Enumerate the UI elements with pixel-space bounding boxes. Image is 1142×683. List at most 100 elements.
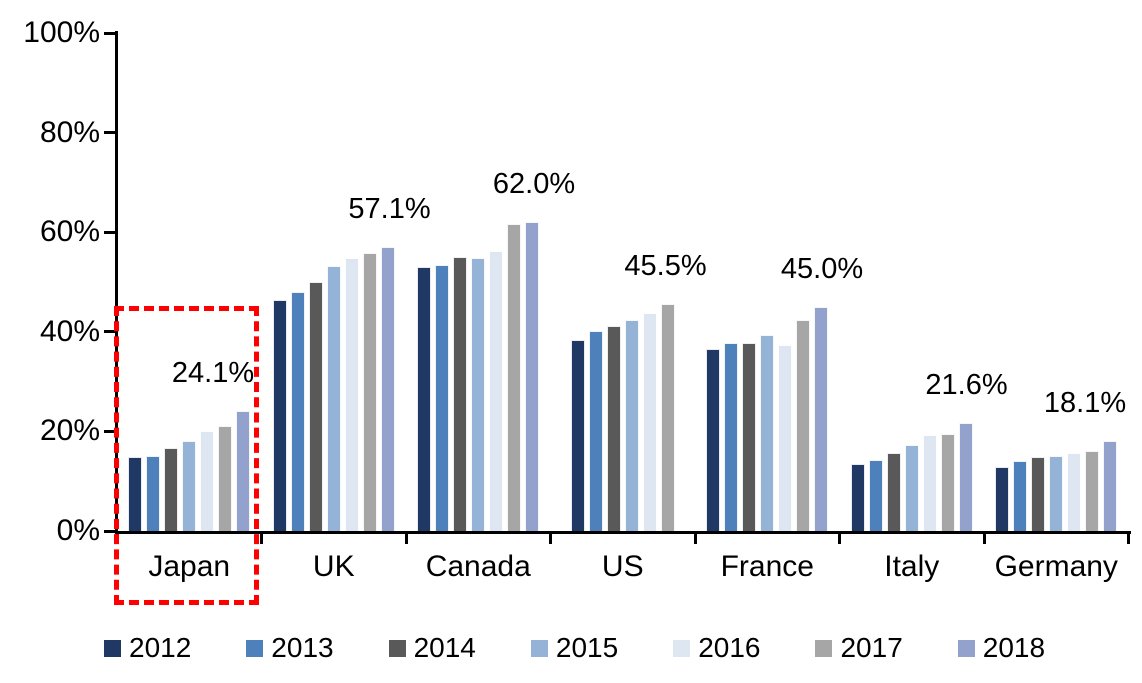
bar-2014-germany	[1031, 457, 1046, 531]
x-axis-label-us: US	[601, 550, 644, 583]
bar-2016-uk	[344, 257, 359, 531]
x-axis-line	[115, 531, 1131, 534]
legend-swatch-2018	[957, 639, 975, 657]
bar-2015-us	[624, 320, 639, 531]
bar-2017-us	[660, 304, 675, 531]
bar-2013-japan	[146, 455, 161, 531]
bar-2012-italy	[850, 464, 865, 531]
x-axis-tick	[693, 533, 697, 544]
bar-2018-japan	[236, 410, 251, 531]
bar-2016-france	[778, 344, 793, 531]
bar-group-uk	[262, 11, 407, 531]
legend-label-2013: 2013	[271, 632, 334, 663]
bar-2016-us	[642, 313, 657, 531]
data-label-canada: 62.0%	[492, 168, 576, 201]
legend-swatch-2016	[673, 639, 691, 657]
y-axis-tick-label: 60%	[39, 215, 100, 249]
x-axis-tick	[549, 533, 552, 544]
bar-2018-france	[814, 306, 829, 531]
x-axis-label-italy: Italy	[884, 550, 940, 583]
bar-2017-france	[796, 319, 811, 531]
bar-2017-italy	[940, 433, 955, 531]
x-axis-tick	[404, 533, 408, 544]
bar-group-italy	[840, 11, 985, 531]
y-axis-tick	[104, 330, 117, 334]
bar-group-canada	[406, 11, 551, 531]
y-axis-tick	[104, 529, 117, 533]
bar-2015-france	[760, 335, 775, 531]
x-axis-label-canada: Canada	[425, 550, 531, 583]
legend-label-2012: 2012	[129, 632, 192, 663]
y-axis-tick-label: 20%	[39, 414, 100, 448]
y-axis-tick-label: 40%	[39, 314, 100, 348]
bar-2018-germany	[1103, 440, 1118, 531]
y-axis-tick	[104, 31, 117, 35]
bar-2018-canada	[525, 222, 540, 531]
bar-group-france	[695, 11, 840, 531]
japan-highlight-box	[114, 306, 259, 605]
bar-2017-uk	[362, 252, 377, 531]
legend: 2012 2013 2014 2015 2016 2017 2018	[104, 631, 1045, 665]
y-axis-tick-label: 0%	[56, 514, 100, 547]
bar-2013-uk	[290, 291, 305, 531]
legend-label-2018: 2018	[982, 632, 1046, 663]
data-label-japan: 24.1%	[171, 356, 255, 389]
bar-2017-japan	[218, 425, 233, 531]
bar-2012-canada	[417, 266, 432, 531]
bar-2017-germany	[1085, 450, 1100, 531]
bar-2012-japan	[128, 456, 143, 531]
bar-2018-uk	[380, 246, 395, 531]
bar-2013-germany	[1013, 461, 1028, 531]
bar-2013-us	[588, 331, 603, 531]
bar-2012-uk	[272, 299, 287, 531]
bar-2015-canada	[471, 257, 486, 531]
x-axis-tick	[1127, 533, 1130, 544]
bar-2013-italy	[868, 459, 883, 531]
bar-group-germany	[984, 11, 1129, 531]
bar-2012-germany	[995, 467, 1010, 531]
data-label-uk: 57.1%	[348, 192, 431, 225]
legend-swatch-2017	[815, 639, 833, 657]
legend-label-2014: 2014	[413, 632, 476, 663]
x-axis-label-france: France	[720, 550, 814, 583]
legend-label-2017: 2017	[840, 632, 903, 663]
legend-entry-2014: 2014	[388, 632, 476, 663]
bar-2014-france	[742, 343, 757, 531]
bar-2016-italy	[922, 434, 937, 531]
bar-2016-japan	[200, 431, 215, 531]
bar-2015-germany	[1049, 456, 1064, 531]
legend-entry-2016: 2016	[673, 633, 760, 663]
bar-2016-canada	[489, 251, 504, 531]
legend-entry-2013: 2013	[246, 632, 334, 663]
legend-entry-2017: 2017	[815, 632, 903, 663]
legend-entry-2012: 2012	[104, 633, 191, 663]
bar-group-japan	[117, 11, 262, 531]
bar-2013-canada	[435, 264, 450, 531]
y-axis-tick	[104, 429, 117, 433]
x-axis-tick	[982, 533, 986, 544]
bar-2018-italy	[958, 423, 973, 531]
bar-2012-us	[570, 340, 585, 531]
bar-group-us	[551, 11, 696, 531]
bar-2014-italy	[886, 452, 901, 531]
bar-2015-uk	[326, 266, 341, 531]
bar-2014-canada	[453, 256, 468, 531]
legend-swatch-2014	[388, 639, 406, 657]
x-axis-label-germany: Germany	[994, 550, 1118, 583]
bar-2017-canada	[507, 224, 522, 531]
y-axis-tick-label: 100%	[23, 16, 100, 49]
x-axis-label-uk: UK	[312, 550, 355, 583]
y-axis-tick	[104, 230, 117, 234]
bar-2014-uk	[308, 282, 323, 531]
data-label-germany: 18.1%	[1043, 386, 1127, 419]
data-label-italy: 21.6%	[925, 369, 1008, 402]
bar-2014-us	[606, 325, 621, 531]
bar-2013-france	[724, 343, 739, 531]
x-axis-tick	[260, 533, 263, 544]
legend-label-2016: 2016	[698, 632, 761, 663]
legend-swatch-2015	[530, 639, 548, 657]
legend-entry-2018: 2018	[957, 632, 1046, 663]
legend-label-2015: 2015	[555, 632, 619, 663]
x-axis-label-japan: Japan	[148, 550, 231, 583]
